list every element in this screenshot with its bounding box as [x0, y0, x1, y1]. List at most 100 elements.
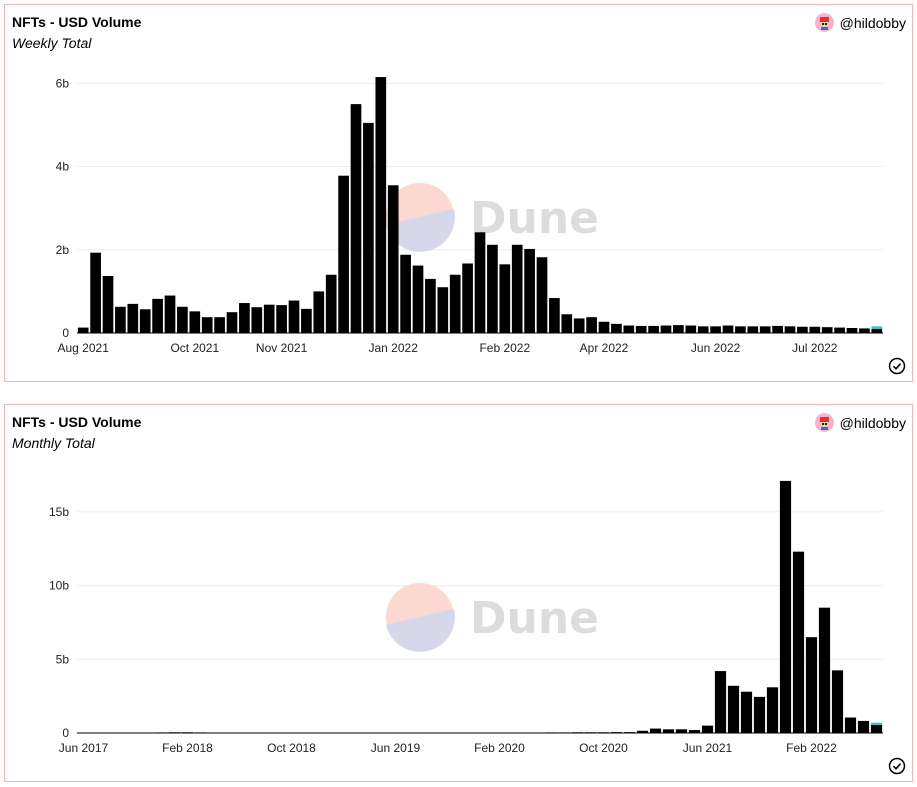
avatar-icon: [819, 417, 829, 430]
x-tick-label: Jun 2019: [371, 741, 421, 755]
author-link[interactable]: @hildobby: [814, 413, 906, 432]
y-tick-label: 4b: [56, 160, 70, 174]
bar: [635, 325, 647, 333]
bar: [623, 325, 635, 333]
y-tick-label: 6b: [56, 76, 70, 90]
bar: [338, 175, 349, 333]
bar: [400, 254, 411, 333]
bar: [710, 326, 721, 333]
check-circle-icon[interactable]: [888, 357, 906, 375]
x-tick-label: Feb 2018: [162, 741, 213, 755]
x-tick-label: Jul 2022: [792, 341, 838, 355]
bar: [164, 295, 176, 333]
bar: [561, 314, 573, 333]
bar: [660, 325, 672, 333]
chart-subtitle: Weekly Total: [12, 35, 92, 51]
bar: [772, 325, 783, 333]
bar: [747, 326, 759, 333]
check-circle-icon[interactable]: [888, 757, 906, 775]
bar: [859, 328, 870, 333]
author-name: @hildobby: [839, 14, 906, 31]
x-tick-label: Oct 2021: [170, 341, 219, 355]
bar: [437, 287, 449, 333]
bar: [301, 308, 312, 333]
bar: [350, 104, 362, 334]
x-tick-label: Oct 2018: [267, 741, 316, 755]
bar: [779, 480, 792, 733]
x-tick-label: Nov 2021: [256, 341, 308, 355]
y-tick-label: 5b: [56, 652, 70, 666]
author-link[interactable]: @hildobby: [814, 13, 906, 32]
bar: [611, 323, 622, 333]
bar: [425, 278, 436, 333]
bar: [648, 325, 659, 333]
bar: [449, 274, 461, 333]
bar: [784, 326, 796, 333]
y-tick-label: 15b: [49, 505, 69, 519]
bar-highlight: [871, 326, 883, 329]
x-tick-label: Feb 2022: [479, 341, 530, 355]
bar: [857, 720, 870, 733]
bar: [115, 306, 126, 333]
chart-title: NFTs - USD Volume: [12, 414, 142, 430]
bar: [636, 730, 649, 733]
bar: [387, 185, 399, 333]
bar: [662, 729, 675, 733]
bar: [201, 317, 213, 333]
bar: [127, 303, 139, 333]
bar: [598, 321, 610, 333]
bar: [809, 326, 821, 333]
bar: [276, 305, 287, 333]
bar: [363, 122, 374, 334]
x-tick-label: Oct 2020: [579, 741, 628, 755]
bar: [722, 325, 734, 333]
chart-subtitle: Monthly Total: [12, 435, 95, 451]
avatar: [814, 413, 834, 432]
x-tick-label: Jun 2017: [59, 741, 109, 755]
bar: [474, 232, 486, 333]
bar: [834, 327, 845, 333]
bar: [77, 327, 89, 333]
bar: [263, 304, 275, 333]
y-tick-label: 10b: [49, 579, 69, 593]
bar: [673, 325, 684, 333]
bar: [821, 327, 833, 333]
bar: [688, 730, 701, 733]
x-tick-label: Apr 2022: [580, 341, 629, 355]
watermark-circle-lower: [386, 608, 455, 652]
dune-watermark: Dune: [386, 582, 599, 652]
bar: [313, 291, 325, 333]
chart-title: NFTs - USD Volume: [12, 14, 142, 30]
x-tick-label: Feb 2022: [786, 741, 837, 755]
watermark-text: Dune: [470, 593, 599, 644]
bar: [152, 298, 163, 333]
bar: [766, 687, 779, 733]
bar: [846, 328, 858, 333]
bar: [139, 309, 151, 333]
bar: [239, 303, 250, 333]
bar: [177, 306, 188, 333]
bar: [226, 312, 238, 333]
bar: [536, 257, 548, 333]
weekly-bar-chart: 0 2b 4b 6b Dune Aug 2021 Oct 2021 Nov 2021 Jan 2…: [56, 76, 883, 355]
bar: [573, 318, 585, 333]
bar: [288, 300, 300, 333]
bar: [797, 326, 808, 333]
bar: [735, 326, 746, 333]
x-tick-label: Jan 2022: [369, 341, 419, 355]
avatar-icon: [819, 17, 829, 30]
bar: [412, 265, 424, 333]
bar: [871, 328, 883, 333]
bar: [511, 244, 523, 333]
bar: [189, 311, 201, 333]
bar: [870, 724, 883, 733]
y-tick-label: 0: [62, 326, 69, 340]
bar: [714, 671, 727, 733]
bar: [685, 325, 697, 333]
bar: [499, 264, 511, 333]
bar: [818, 607, 831, 733]
x-tick-label: Feb 2020: [474, 741, 525, 755]
bar: [727, 685, 740, 733]
watermark-text: Dune: [470, 193, 599, 244]
bar: [375, 77, 387, 333]
